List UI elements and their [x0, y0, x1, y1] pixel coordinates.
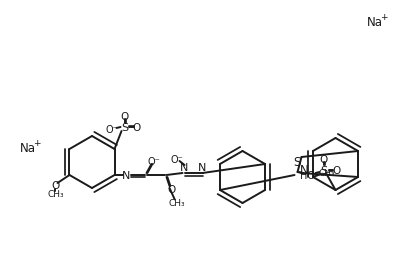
Text: O⁻: O⁻: [170, 154, 183, 164]
Text: Na: Na: [367, 15, 383, 28]
Text: N: N: [198, 162, 207, 172]
Text: N: N: [122, 170, 131, 180]
Text: S: S: [121, 122, 128, 133]
Text: O⁻: O⁻: [105, 124, 118, 134]
Text: CH₃: CH₃: [319, 169, 335, 178]
Text: S: S: [293, 156, 300, 169]
Text: +: +: [33, 138, 41, 147]
Text: S: S: [320, 165, 327, 175]
Text: O: O: [319, 154, 328, 164]
Text: HO: HO: [300, 170, 315, 180]
Text: O⁻: O⁻: [147, 156, 160, 166]
Text: O: O: [168, 184, 176, 194]
Text: O: O: [132, 122, 140, 133]
Text: CH₃: CH₃: [168, 199, 185, 208]
Text: O: O: [51, 180, 59, 190]
Text: O: O: [120, 112, 128, 121]
Text: +: +: [380, 12, 388, 21]
Text: CH₃: CH₃: [47, 190, 64, 199]
Text: N: N: [180, 162, 189, 172]
Text: N: N: [300, 163, 309, 176]
Text: O: O: [332, 165, 341, 175]
Text: Na: Na: [20, 141, 36, 154]
